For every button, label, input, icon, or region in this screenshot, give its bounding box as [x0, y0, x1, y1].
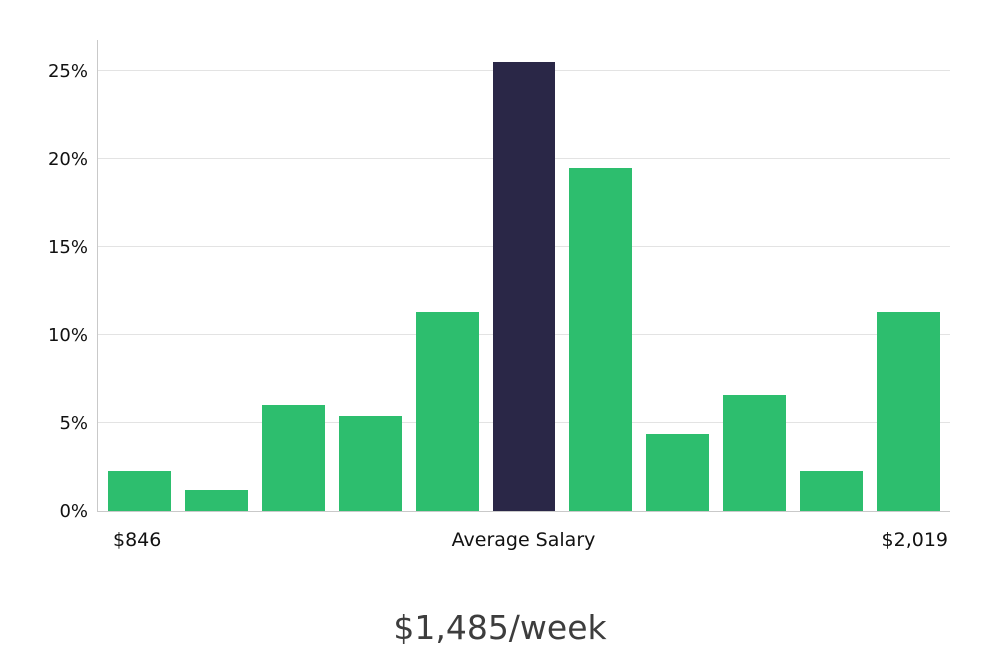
y-axis-labels: 0% 5% 10% 15% 20% 25%: [0, 40, 88, 522]
y-tick-label: 0%: [59, 501, 88, 522]
y-tick-label: 25%: [47, 60, 88, 82]
bars-container: [98, 40, 950, 511]
y-tick-label: 5%: [59, 412, 88, 434]
bar: [723, 394, 787, 511]
bar: [338, 415, 402, 511]
plot-area: [97, 40, 950, 512]
y-tick-label: 15%: [47, 236, 88, 258]
x-axis-label-average-salary: Average Salary: [451, 529, 596, 551]
x-axis-label-max: $2,019: [881, 529, 948, 551]
chart-caption: $1,485/week: [393, 608, 607, 647]
bar: [877, 312, 940, 511]
bar: [415, 312, 479, 511]
bar: [569, 167, 633, 511]
bar: [646, 433, 710, 511]
bar: [261, 405, 325, 511]
bar: [108, 470, 171, 511]
y-tick-label: 20%: [47, 148, 88, 170]
bar: [184, 489, 248, 511]
bar: [800, 470, 864, 511]
y-tick-label: 10%: [47, 324, 88, 346]
average-salary-bar: [492, 61, 556, 511]
x-axis-label-min: $846: [113, 529, 162, 551]
